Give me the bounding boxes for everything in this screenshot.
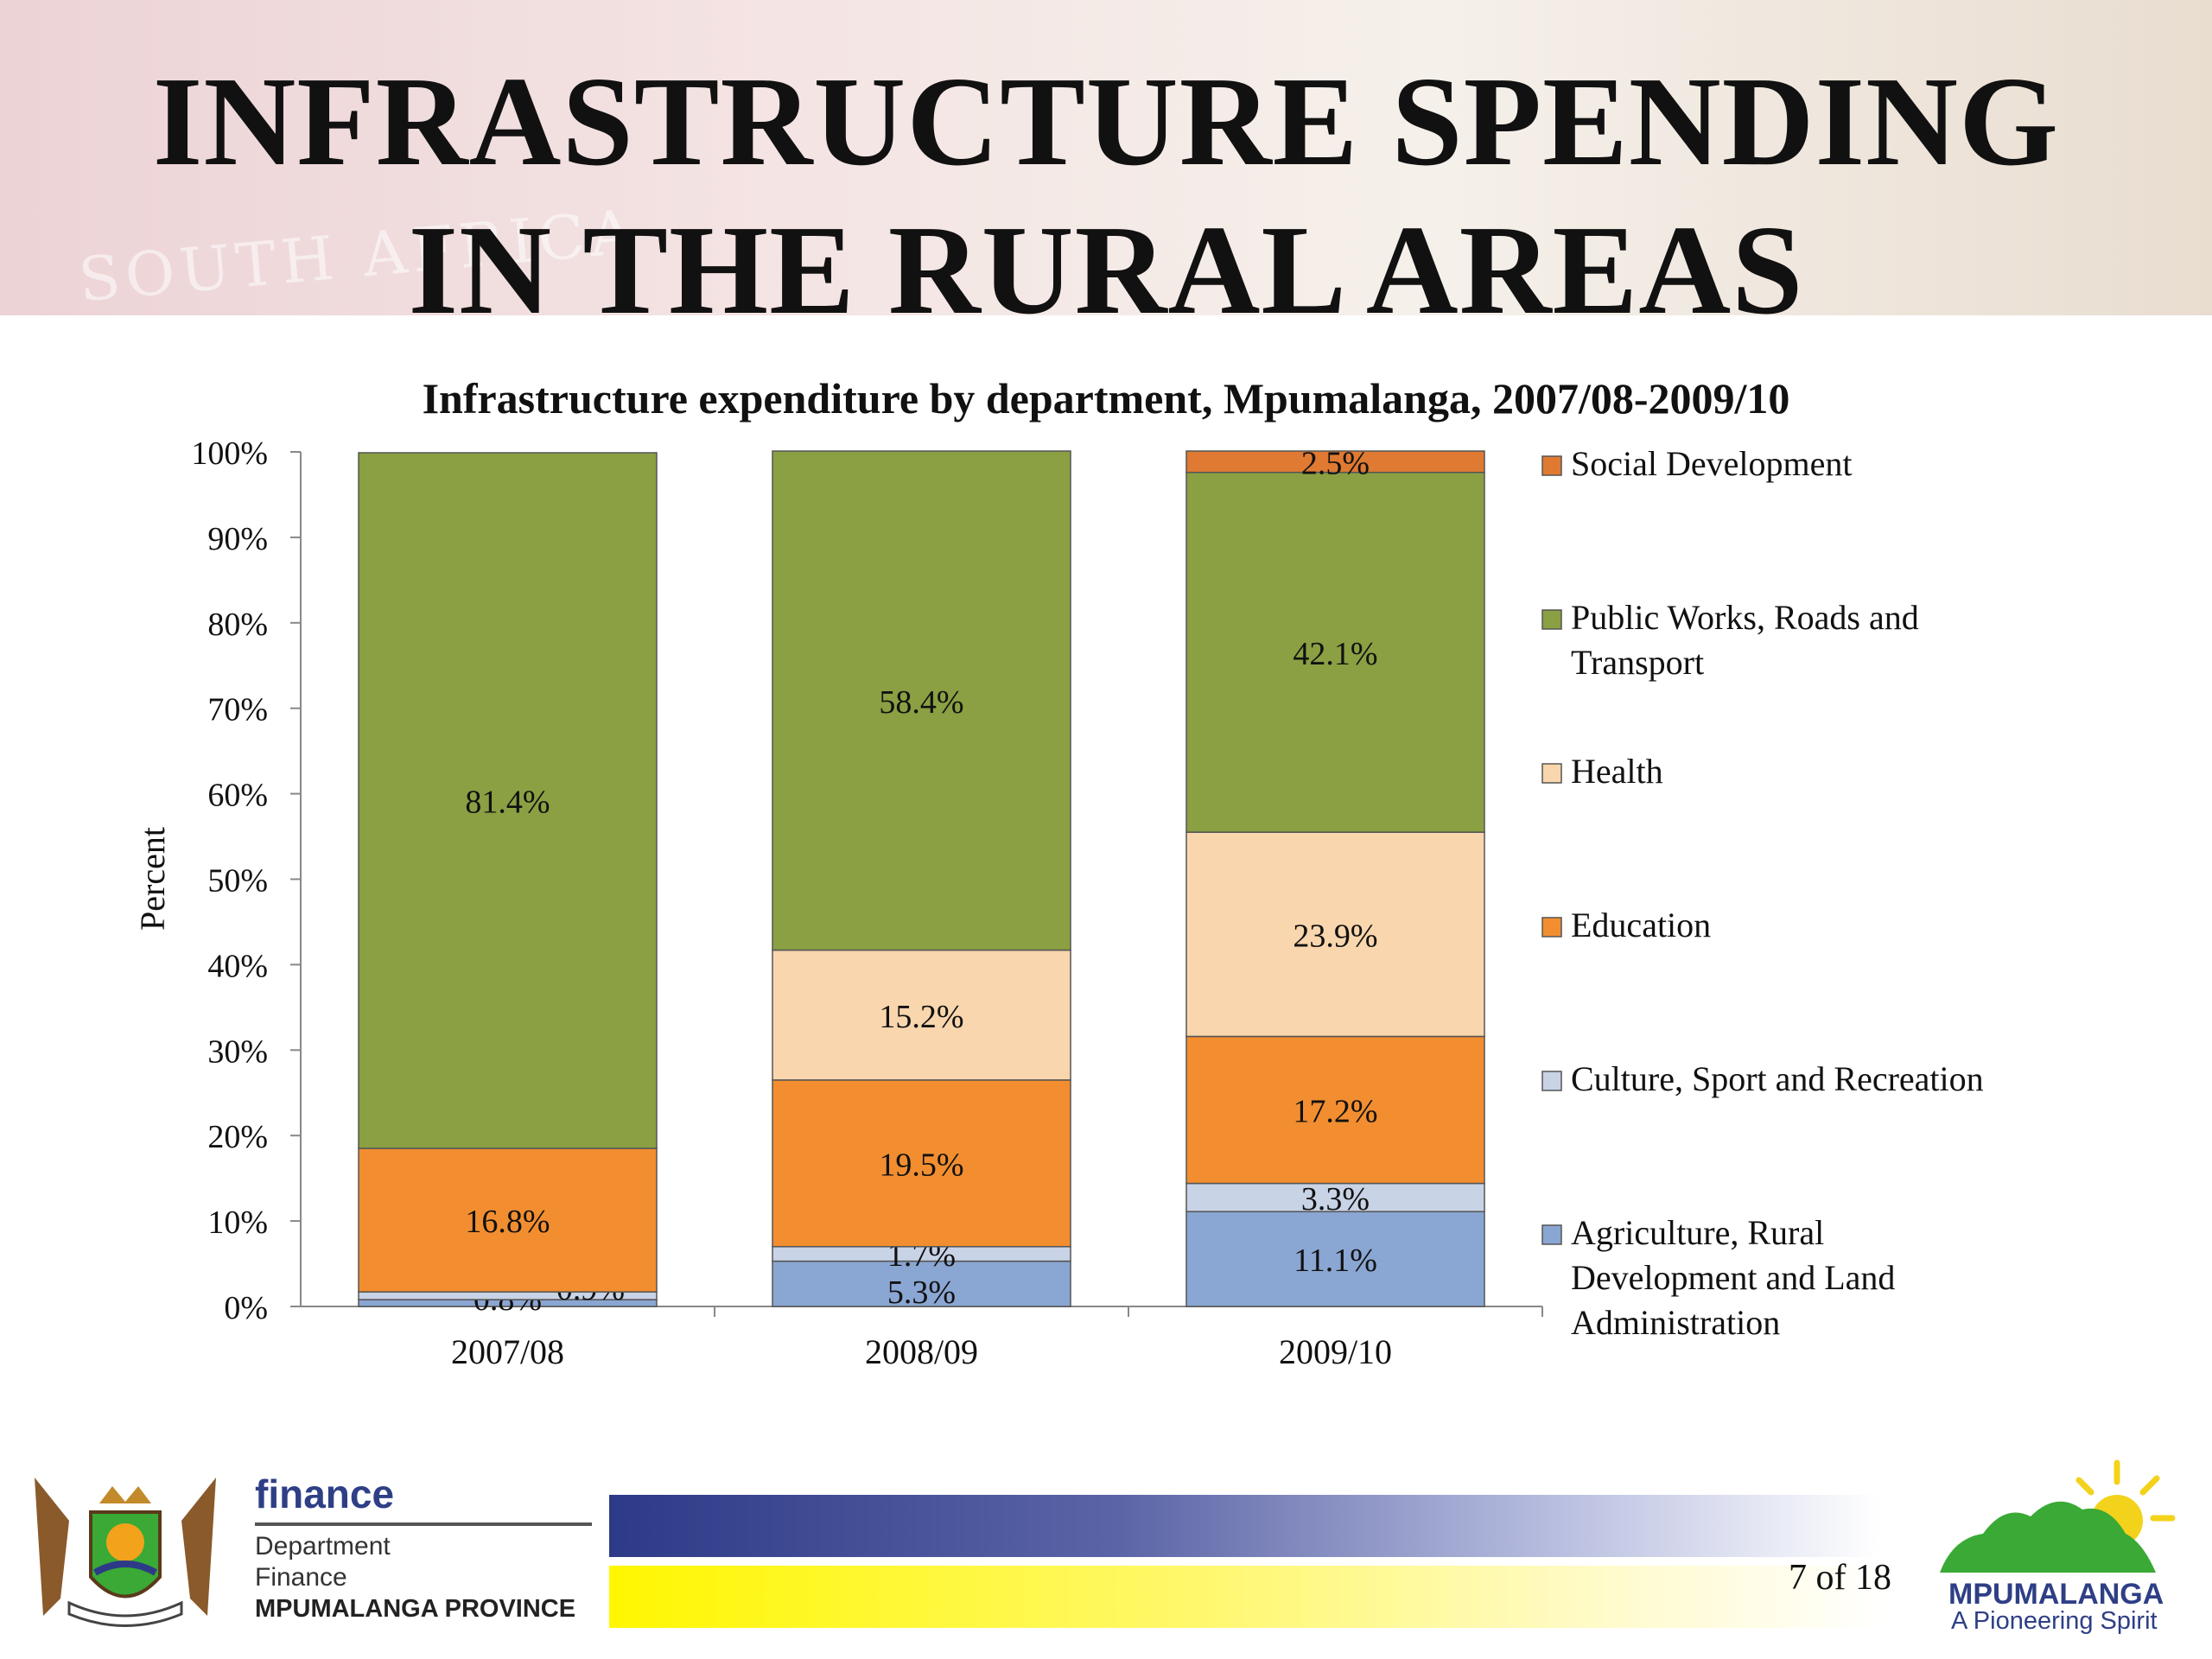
y-tick-label: 60% <box>207 778 268 814</box>
legend-swatch <box>1541 1071 1562 1091</box>
bar-segment <box>772 450 1071 951</box>
coat-of-arms-logo <box>35 1478 216 1627</box>
y-axis-label: Percent <box>133 827 172 931</box>
legend-label: Agriculture, Rural <box>1571 1213 1824 1252</box>
y-tick-label: 10% <box>207 1205 268 1241</box>
y-tick-label: 20% <box>207 1119 268 1155</box>
data-label: 11.1% <box>1294 1243 1377 1279</box>
department-block: Department Finance MPUMALANGA PROVINCE <box>255 1531 575 1624</box>
stacked-bar-chart: Infrastructure expenditure by department… <box>133 374 1984 1371</box>
mpumalanga-logo <box>1940 1459 2176 1573</box>
legend-swatch <box>1541 763 1562 784</box>
bar-segment <box>1185 1211 1485 1307</box>
legend-swatch <box>1541 1224 1562 1245</box>
data-label: 2.5% <box>1301 445 1370 481</box>
bar-segment <box>1185 1035 1485 1185</box>
legend-label: Education <box>1571 906 1711 944</box>
chart-title: Infrastructure expenditure by department… <box>423 374 1790 423</box>
y-tick-label: 80% <box>207 607 268 643</box>
legend-label: Culture, Sport and Recreation <box>1571 1059 1984 1098</box>
y-tick-label: 0% <box>224 1290 268 1326</box>
footer-blue-band <box>609 1495 1879 1557</box>
bar-segment <box>1185 471 1485 833</box>
x-tick-label: 2008/09 <box>865 1332 978 1371</box>
bar-segment <box>1185 831 1485 1038</box>
bar-segment <box>1185 450 1485 474</box>
bar-segment <box>1185 1182 1485 1212</box>
bar-segment <box>772 1079 1071 1248</box>
legend-swatch <box>1541 609 1562 630</box>
data-label: 16.8% <box>465 1204 550 1240</box>
footer-yellow-band <box>609 1566 1888 1628</box>
title-banner: SOUTH AFRICA <box>0 0 2212 315</box>
bar-segment <box>358 1147 658 1293</box>
y-tick-label: 30% <box>207 1033 268 1070</box>
data-label: 81.4% <box>465 785 550 821</box>
bar-segment <box>772 949 1071 1081</box>
y-tick-label: 70% <box>207 692 268 728</box>
legend-swatch <box>1541 455 1562 476</box>
data-label: 17.2% <box>1293 1094 1377 1130</box>
legend-label: Development and Land <box>1571 1258 1895 1297</box>
finance-divider <box>255 1522 592 1526</box>
y-tick-label: 50% <box>207 863 268 899</box>
page-indicator: 7 of 18 <box>1789 1558 1891 1598</box>
data-label: 23.9% <box>1293 918 1377 954</box>
legend-label: Administration <box>1571 1303 1780 1342</box>
brand-tagline: A Pioneering Spirit <box>1951 1607 2158 1635</box>
y-tick-label: 40% <box>207 948 268 984</box>
data-label: 42.1% <box>1293 636 1377 672</box>
slide-title-line-2: IN THE RURAL AREAS <box>408 200 1804 341</box>
data-label: 3.3% <box>1301 1181 1370 1217</box>
finance-wordmark: finance <box>255 1471 395 1516</box>
data-label: 19.5% <box>879 1147 963 1183</box>
legend-label: Transport <box>1571 643 1704 682</box>
department-line-2: Finance <box>255 1563 347 1592</box>
bar-segment <box>358 452 658 1149</box>
y-tick-label: 100% <box>191 435 268 472</box>
data-label: 15.2% <box>879 999 963 1035</box>
legend-label: Public Works, Roads and <box>1571 598 1919 637</box>
legend-label: Social Development <box>1571 444 1852 483</box>
department-line-1: Department <box>255 1532 391 1560</box>
slide-title: INFRASTRUCTURE SPENDING IN THE RURAL ARE… <box>0 48 2212 345</box>
legend-label: Health <box>1571 752 1663 791</box>
brand-wordmark: MPUMALANGA <box>1948 1578 2164 1611</box>
x-tick-label: 2009/10 <box>1279 1332 1392 1371</box>
data-label: 58.4% <box>879 684 963 721</box>
province-name: MPUMALANGA PROVINCE <box>255 1595 576 1623</box>
slide-title-line-1: INFRASTRUCTURE SPENDING <box>152 51 2060 193</box>
x-tick-label: 2007/08 <box>451 1332 564 1371</box>
data-label: 5.3% <box>887 1274 956 1311</box>
legend-swatch <box>1541 917 1562 938</box>
y-tick-label: 90% <box>207 521 268 557</box>
